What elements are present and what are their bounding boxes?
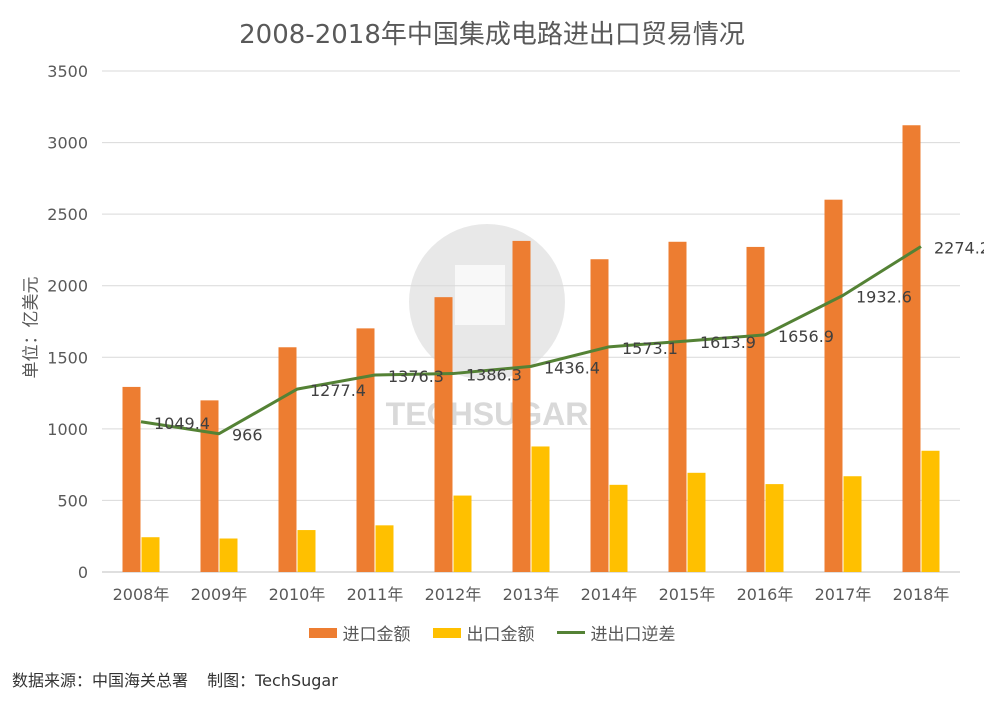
export-bar [453, 495, 472, 572]
import-bar [590, 259, 609, 572]
import-bar [122, 386, 141, 572]
chart-title: 2008-2018年中国集成电路进出口贸易情况 [239, 20, 745, 50]
export-bar [687, 472, 706, 572]
legend-label: 进出口逆差 [590, 625, 676, 645]
deficit-data-label: 1932.6 [856, 287, 912, 306]
deficit-data-label: 1573.1 [622, 339, 678, 358]
x-tick-label: 2014年 [581, 585, 638, 604]
x-tick-label: 2008年 [113, 585, 170, 604]
import-bar [278, 347, 297, 572]
legend-swatch [308, 627, 337, 638]
import-bar [902, 125, 921, 572]
x-tick-label: 2012年 [425, 585, 482, 604]
x-tick-label: 2017年 [815, 585, 872, 604]
import-bar [512, 240, 531, 572]
y-tick-label: 500 [57, 491, 88, 510]
export-bar [141, 537, 160, 572]
legend-label: 出口金额 [466, 625, 535, 645]
export-bar [843, 476, 862, 572]
y-tick-label: 3000 [47, 134, 88, 153]
chart-maker: 制图：TechSugar [207, 671, 338, 690]
y-tick-label: 2500 [47, 205, 88, 224]
y-tick-label: 2000 [47, 277, 88, 296]
deficit-data-label: 966 [232, 426, 263, 445]
export-bar [609, 484, 628, 572]
export-bar [921, 450, 940, 572]
import-bar [356, 328, 375, 572]
export-bar [297, 530, 316, 572]
legend-item-export: 出口金额 [432, 620, 535, 645]
x-tick-label: 2009年 [191, 585, 248, 604]
legend-item-import: 进口金额 [308, 620, 411, 645]
data-source: 数据来源：中国海关总署 [12, 671, 189, 690]
import-bar [200, 400, 219, 572]
export-bar [375, 525, 394, 572]
y-tick-label: 0 [78, 563, 88, 582]
deficit-data-label: 1049.4 [154, 414, 210, 433]
export-bar [531, 446, 550, 572]
export-bar [219, 538, 238, 572]
watermark-logo-block [455, 265, 505, 325]
legend-label: 进口金额 [342, 625, 411, 645]
legend-swatch [556, 631, 585, 634]
import-bar [824, 199, 843, 572]
x-tick-label: 2015年 [659, 585, 716, 604]
y-tick-label: 1000 [47, 420, 88, 439]
deficit-line [140, 245, 922, 436]
import-bar [434, 297, 453, 572]
x-tick-label: 2011年 [347, 585, 404, 604]
watermark-text: TECHSUGAR [386, 396, 589, 432]
legend-item-deficit: 进出口逆差 [556, 620, 676, 645]
source-note: 数据来源：中国海关总署 制图：TechSugar [12, 667, 352, 691]
import-bar [668, 241, 687, 573]
deficit-data-label: 1436.4 [544, 358, 600, 377]
deficit-data-label: 1376.3 [388, 367, 444, 386]
y-tick-label: 1500 [47, 348, 88, 367]
x-tick-label: 2010年 [269, 585, 326, 604]
deficit-data-label: 1386.3 [466, 366, 522, 385]
x-tick-label: 2018年 [893, 585, 950, 604]
import-bar [746, 246, 765, 572]
y-tick-label: 3500 [47, 62, 88, 81]
x-tick-label: 2013年 [503, 585, 560, 604]
legend: 进口金额 出口金额 进出口逆差 [0, 620, 984, 645]
deficit-data-label: 1613.9 [700, 333, 756, 352]
deficit-data-label: 1656.9 [778, 327, 834, 346]
deficit-data-label: 2274.24 [934, 238, 984, 257]
y-axis-label: 单位：亿美元 [21, 276, 42, 379]
export-bar [765, 484, 784, 572]
deficit-data-label: 1277.4 [310, 381, 366, 400]
x-tick-label: 2016年 [737, 585, 794, 604]
legend-swatch [432, 627, 461, 638]
